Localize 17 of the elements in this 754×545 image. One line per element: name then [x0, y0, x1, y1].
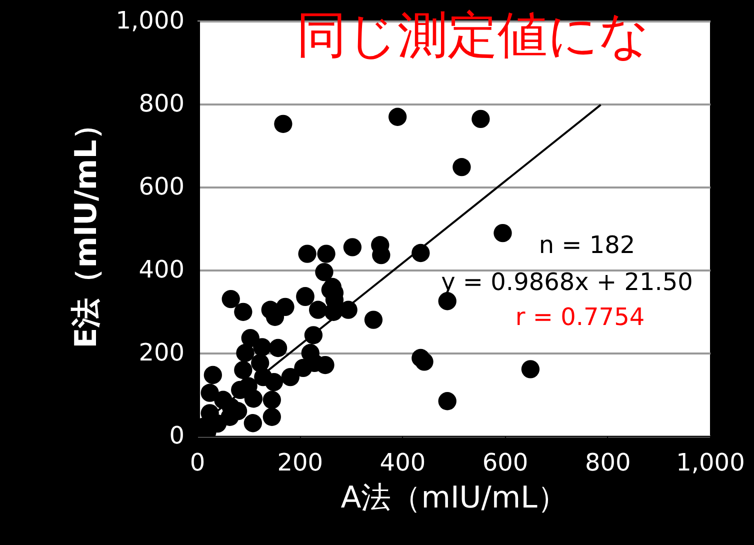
x-tick-label: 600	[482, 448, 528, 476]
y-tick-label: 800	[138, 90, 184, 118]
y-tick-label: 0	[169, 422, 184, 450]
x-tick-label: 400	[380, 448, 426, 476]
y-axis-title: E法（mIU/mL）	[68, 110, 104, 348]
x-axis-title: A法（mIU/mL）	[340, 480, 568, 516]
x-tick-label: 1,000	[676, 448, 745, 476]
y-tick-label: 600	[138, 172, 184, 200]
y-tick-label: 400	[138, 256, 184, 284]
x-tick-label: 800	[584, 448, 631, 476]
chart-title: 同じ測定値にな	[296, 6, 650, 64]
y-tick-label: 200	[138, 338, 184, 366]
y-tick-label: 1,000	[116, 6, 184, 34]
x-tick-label: 200	[277, 448, 324, 476]
annotation: n = 182	[538, 231, 636, 259]
annotation: r = 0.7754	[515, 303, 645, 331]
x-tick-label: 0	[190, 448, 206, 476]
